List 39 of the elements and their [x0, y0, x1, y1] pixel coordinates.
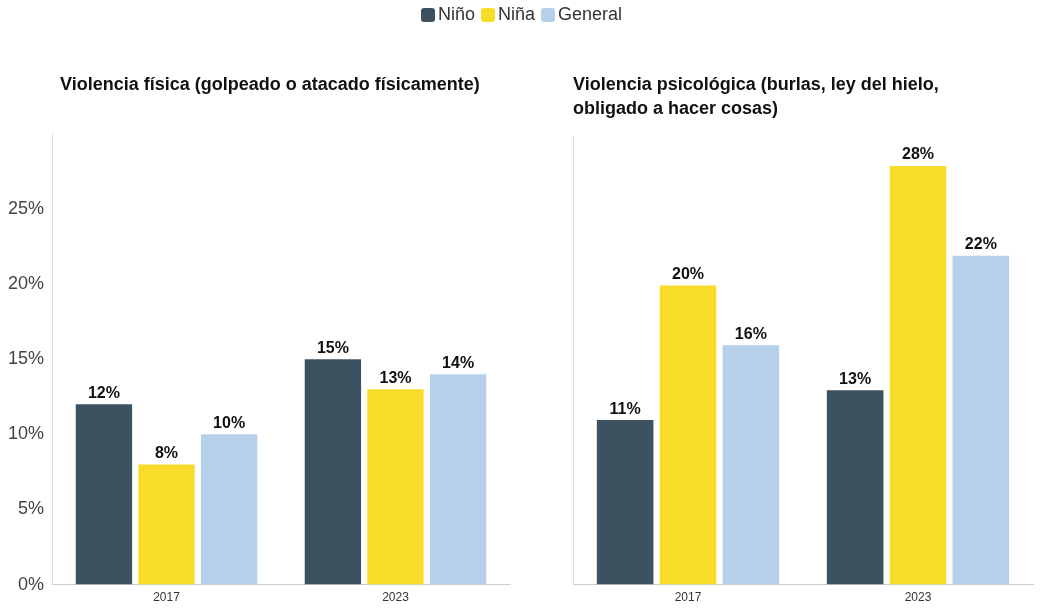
y-tick-label: 0% [18, 573, 45, 594]
bar [826, 390, 884, 585]
bar [722, 345, 780, 585]
y-tick-label: 15% [8, 348, 45, 369]
data-label: 12% [87, 383, 120, 401]
data-label: 22% [964, 235, 997, 253]
data-label: 13% [379, 368, 412, 386]
bar [200, 434, 258, 585]
data-label: 8% [154, 443, 179, 461]
data-label: 15% [316, 338, 349, 356]
data-label: 20% [671, 264, 705, 282]
data-label: 16% [734, 324, 767, 342]
data-label: 14% [442, 353, 475, 371]
data-label: 28% [901, 145, 935, 163]
data-label: 13% [839, 369, 872, 387]
y-tick-label: 10% [8, 423, 45, 444]
data-label: 10% [213, 413, 246, 431]
bar [659, 285, 717, 585]
legend-label: Niña [497, 4, 535, 25]
y-tick-label: 25% [8, 197, 45, 218]
x-tick-label: 2023 [904, 590, 932, 605]
bar [367, 389, 424, 585]
bar [429, 374, 487, 585]
bar [596, 420, 654, 585]
x-tick-label: 2017 [674, 590, 702, 605]
bar [304, 359, 362, 585]
y-tick-label: 5% [18, 498, 45, 519]
legend-label: Niño [437, 4, 475, 25]
chart-title: Violencia psicológica (burlas, ley del hielo, obligado a hacer cosas) [573, 73, 940, 120]
y-tick-label: 20% [8, 273, 45, 294]
chart-title: Violencia física (golpeado o atacado físicamente) [60, 73, 481, 96]
bar [75, 404, 133, 585]
data-label: 11% [609, 399, 641, 417]
bar [138, 464, 195, 585]
bar [952, 255, 1010, 585]
bar [889, 165, 947, 585]
legend-label: General [558, 4, 623, 25]
x-tick-label: 2023 [382, 590, 410, 605]
x-tick-label: 2017 [153, 590, 181, 605]
